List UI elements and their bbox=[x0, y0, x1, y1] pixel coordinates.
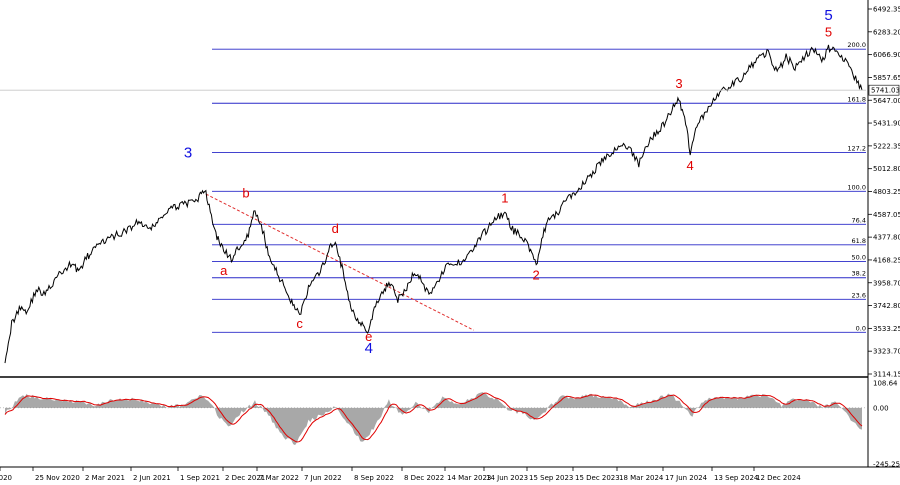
price-tick-label: 4587.05 bbox=[873, 211, 900, 219]
time-tick-label: 14 Jun 2023 bbox=[486, 474, 528, 482]
price-tick-label: 3533.25 bbox=[873, 325, 900, 333]
oscillator-histogram bbox=[5, 392, 862, 446]
wave-label: 3 bbox=[184, 144, 192, 161]
time-tick-label: 8 Dec 2022 bbox=[404, 474, 444, 482]
time-tick-label: 2 Mar 2021 bbox=[85, 474, 125, 482]
price-tick-label: 6283.20 bbox=[873, 28, 900, 36]
time-tick-label: 15 Dec 2023 bbox=[575, 474, 620, 482]
oscillator-tick-label: 0.00 bbox=[873, 404, 889, 412]
price-tick-label: 5647.00 bbox=[873, 97, 900, 105]
time-tick-label: 2 Dec 2021 bbox=[225, 474, 265, 482]
price-tick-label: 3323.70 bbox=[873, 348, 900, 356]
fib-level-label: 50.0 bbox=[852, 254, 866, 262]
price-axis: 6492.35 6283.20 6066.90 5857.65 5647.00 5431.… bbox=[868, 6, 900, 469]
price-tick-label: 5431.90 bbox=[873, 120, 900, 128]
time-tick-label: 14 Mar 2023 bbox=[447, 474, 491, 482]
price-tick-label: 5222.35 bbox=[873, 142, 900, 150]
time-tick-label: 7 Jun 2022 bbox=[304, 474, 342, 482]
price-series-layer bbox=[0, 44, 866, 364]
price-tick-label: 4377.80 bbox=[873, 234, 900, 242]
price-tick-label: 3114.15 bbox=[873, 371, 900, 379]
price-tick-label: 3958.70 bbox=[873, 279, 900, 287]
time-tick-label: 18 Mar 2024 bbox=[619, 474, 664, 482]
wave-label: c bbox=[296, 316, 303, 331]
time-tick-label: 13 Sep 2024 bbox=[714, 474, 759, 482]
wave-label: e bbox=[365, 329, 372, 344]
time-tick-label: 17 Jun 2024 bbox=[665, 474, 708, 482]
oscillator-signal-line bbox=[4, 392, 863, 443]
wave-label: 4 bbox=[365, 340, 373, 357]
price-tick-label: 6066.90 bbox=[873, 51, 900, 59]
wave-label: 5 bbox=[825, 24, 832, 39]
time-tick-label: 8 Sep 2022 bbox=[354, 474, 394, 482]
wave-label: a bbox=[220, 263, 228, 278]
time-tick-label: 2020 bbox=[0, 474, 12, 482]
price-tick-label: 5012.80 bbox=[873, 165, 900, 173]
time-axis: 2020 25 Nov 2020 2 Mar 2021 2 Jun 2021 1 Sep… bbox=[0, 467, 801, 482]
fib-level-label: 100.0 bbox=[847, 183, 866, 191]
wave-label: 4 bbox=[687, 158, 694, 173]
wave-label: 2 bbox=[533, 267, 540, 282]
oscillator-pane bbox=[0, 392, 866, 446]
current-price-label: 5741.03 bbox=[871, 87, 900, 95]
price-tick-label: 4168.25 bbox=[873, 256, 900, 264]
time-tick-label: 7 Mar 2022 bbox=[259, 474, 299, 482]
wave-label: b bbox=[242, 185, 249, 200]
time-tick-label: 2 Jun 2021 bbox=[133, 474, 171, 482]
fibonacci-levels: 200.0 161.8 127.2 100.0 76.4 61.8 50.0 38.2 23.6… bbox=[212, 41, 866, 333]
trendline-layer bbox=[205, 193, 474, 331]
current-price-box bbox=[868, 84, 900, 96]
wave-label: 5 bbox=[824, 7, 832, 24]
trendline bbox=[205, 193, 474, 331]
price-series-line bbox=[4, 44, 863, 364]
fib-level-label: 0.0 bbox=[856, 324, 866, 332]
price-tick-label: 5857.65 bbox=[873, 74, 900, 82]
time-tick-label: 1 Sep 2021 bbox=[180, 474, 220, 482]
price-tick-label: 3742.80 bbox=[873, 302, 900, 310]
time-tick-label: 15 Sep 2023 bbox=[529, 474, 573, 482]
fib-level-label: 23.6 bbox=[852, 291, 866, 299]
time-tick-label: 25 Nov 2020 bbox=[35, 474, 80, 482]
fib-level-label: 76.4 bbox=[852, 216, 866, 224]
price-tick-label: 4803.25 bbox=[873, 188, 900, 196]
wave-label: 1 bbox=[501, 191, 508, 206]
price-tick-label: 6492.35 bbox=[873, 6, 900, 14]
fib-level-label: 61.8 bbox=[852, 237, 866, 245]
time-tick-label: 12 Dec 2024 bbox=[756, 474, 801, 482]
oscillator-tick-label: -245.25 bbox=[873, 461, 900, 469]
fib-level-label: 200.0 bbox=[847, 41, 866, 49]
oscillator-tick-label: 108.64 bbox=[873, 380, 898, 388]
fib-level-label: 161.8 bbox=[847, 95, 866, 103]
wave-label: 3 bbox=[675, 76, 682, 91]
wave-label: d bbox=[332, 221, 339, 236]
fib-level-label: 127.2 bbox=[847, 144, 866, 152]
fib-level-label: 38.2 bbox=[852, 270, 866, 278]
